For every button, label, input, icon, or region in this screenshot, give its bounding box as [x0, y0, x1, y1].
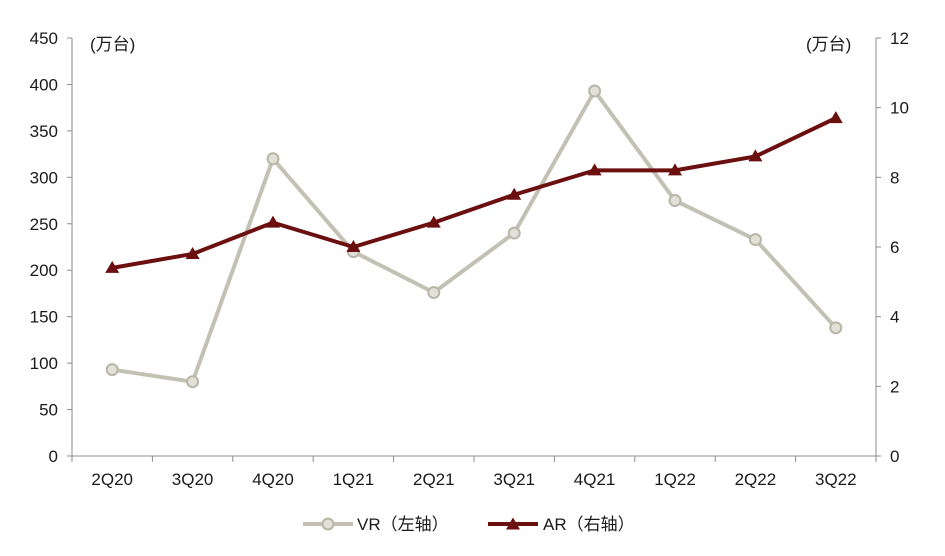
data-point-vr — [507, 226, 521, 240]
left-tick-label: 100 — [30, 354, 58, 373]
data-point-vr — [105, 363, 119, 377]
data-point-ar — [266, 215, 280, 228]
left-tick-label: 50 — [39, 401, 58, 420]
legend-ar-label: AR（右轴） — [543, 515, 635, 534]
left-tick-label: 250 — [30, 215, 58, 234]
x-tick-label: 2Q20 — [91, 470, 133, 489]
data-point-ar — [185, 246, 200, 259]
x-tick-label: 3Q21 — [493, 470, 535, 489]
right-tick-label: 8 — [890, 168, 899, 187]
right-tick-label: 4 — [890, 308, 899, 327]
data-point-vr — [427, 286, 441, 300]
data-point-ar — [105, 260, 120, 273]
data-point-ar — [507, 187, 522, 200]
x-tick-label: 2Q21 — [413, 470, 455, 489]
left-tick-label: 0 — [49, 447, 58, 466]
legend-vr-label: VR（左轴） — [357, 515, 449, 534]
left-axis-unit: (万台) — [90, 35, 135, 54]
x-axis-ticks: 2Q20 3Q20 4Q20 1Q21 2Q21 3Q21 4Q21 1Q22 2Q22 3Q22 — [71, 456, 877, 489]
x-tick-label: 4Q20 — [252, 470, 294, 489]
right-axis-unit: (万台) — [806, 35, 851, 54]
data-point-ar — [748, 149, 763, 162]
x-tick-label: 3Q22 — [815, 470, 857, 489]
right-tick-label: 12 — [890, 29, 909, 48]
legend-item-ar: AR（右轴） — [488, 515, 635, 534]
right-tick-label: 6 — [890, 238, 899, 257]
left-tick-label: 200 — [30, 261, 58, 280]
legend-vr-marker — [321, 517, 335, 531]
legend-ar-marker — [506, 517, 520, 530]
left-tick-label: 400 — [30, 75, 58, 94]
x-tick-label: 2Q22 — [735, 470, 777, 489]
left-axis-ticks: 0 50 100 150 200 250 300 350 400 450 — [30, 29, 72, 466]
right-axis-ticks: 0 2 4 6 8 10 12 — [876, 29, 909, 466]
data-point-ar — [828, 111, 843, 124]
right-tick-label: 2 — [890, 377, 899, 396]
data-point-vr — [748, 233, 762, 247]
x-tick-label: 4Q21 — [574, 470, 616, 489]
legend-item-vr: VR（左轴） — [303, 515, 449, 534]
data-point-vr — [266, 152, 280, 166]
data-point-vr — [829, 321, 843, 335]
series-line-ar — [111, 116, 837, 270]
x-tick-label: 1Q22 — [654, 470, 696, 489]
right-tick-label: 0 — [890, 447, 899, 466]
left-tick-label: 300 — [30, 168, 58, 187]
left-tick-label: 350 — [30, 122, 58, 141]
data-point-ar — [346, 240, 361, 252]
data-point-ar — [668, 163, 682, 176]
series-line-vr — [111, 88, 838, 384]
x-tick-label: 3Q20 — [172, 470, 214, 489]
legend: VR（左轴） AR（右轴） — [303, 515, 635, 534]
left-tick-label: 450 — [30, 29, 58, 48]
data-point-vr — [588, 84, 602, 98]
series-layer — [105, 84, 843, 389]
x-tick-label: 1Q21 — [333, 470, 375, 489]
data-point-ar — [587, 163, 602, 176]
right-tick-label: 10 — [890, 99, 909, 118]
data-point-ar — [426, 215, 441, 228]
data-point-vr — [668, 194, 682, 208]
data-point-vr — [186, 375, 200, 389]
left-tick-label: 150 — [30, 308, 58, 327]
